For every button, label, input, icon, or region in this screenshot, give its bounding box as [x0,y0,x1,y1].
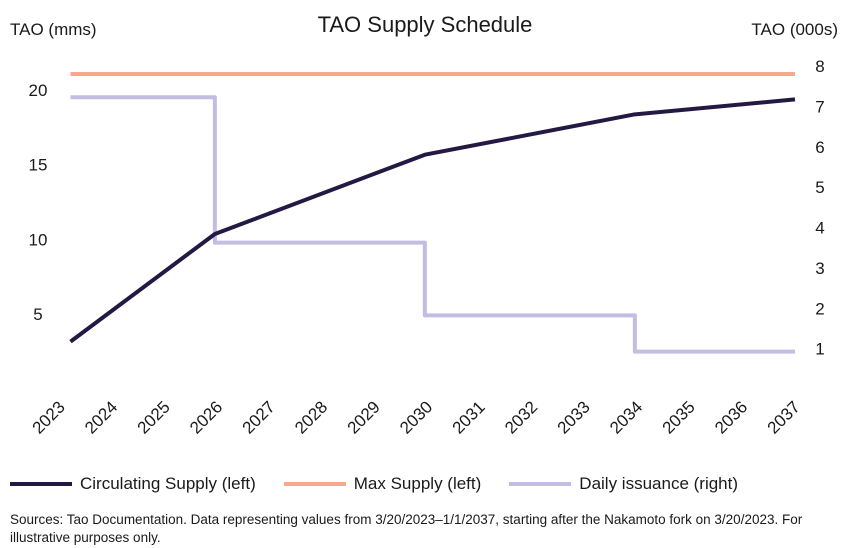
right-tick-label: 6 [815,138,824,157]
legend-swatch [509,482,572,486]
source-note: Sources: Tao Documentation. Data represe… [10,512,803,545]
left-tick-label: 10 [29,230,48,249]
x-tick-label: 2027 [239,397,279,437]
right-tick-label: 7 [815,97,824,116]
right-tick-label: 1 [815,340,824,359]
plot-area: 5 10 15 20 1 2 3 4 5 6 7 8 2023 2024 2025 2026 2027 2028 2… [29,57,825,438]
legend-swatch [283,482,346,486]
x-tick-label: 2037 [764,397,804,437]
x-tick-label: 2032 [501,397,541,437]
legend-item-daily: Daily issuance (right) [509,474,738,494]
x-tick-label: 2035 [659,397,699,437]
legend-swatch [10,482,72,486]
x-tick-label: 2028 [291,397,331,437]
legend: Circulating Supply (left) Max Supply (le… [10,474,738,494]
right-tick-label: 5 [815,178,824,197]
legend-item-max: Max Supply (left) [283,474,482,494]
x-tick-label: 2034 [606,397,646,437]
left-axis-label: TAO (mms) [10,20,97,39]
x-tick-label: 2031 [449,397,489,437]
x-tick-label: 2026 [186,397,226,437]
left-tick-label: 15 [29,156,48,175]
legend-label: Daily issuance (right) [579,474,739,493]
x-tick-label: 2023 [29,397,69,437]
legend-label: Max Supply (left) [353,474,482,493]
left-tick-label: 5 [33,305,42,324]
x-tick-label: 2025 [134,397,174,437]
x-tick-label: 2036 [711,397,751,437]
x-tick-label: 2033 [554,397,594,437]
x-tick-label: 2029 [344,397,384,437]
chart-title: TAO Supply Schedule [317,12,533,37]
right-tick-label: 2 [815,299,824,318]
legend-item-circulating: Circulating Supply (left) [10,474,256,494]
right-tick-label: 3 [815,259,824,278]
series-line-2 [70,95,795,354]
x-tick-label: 2024 [81,397,121,437]
left-tick-label: 20 [29,81,48,100]
legend-label: Circulating Supply (left) [80,474,256,493]
x-tick-label: 2030 [396,397,436,437]
right-tick-label: 8 [815,57,824,76]
right-axis-label: TAO (000s) [751,20,838,39]
series-line-0 [69,97,796,344]
right-tick-label: 4 [815,219,824,238]
